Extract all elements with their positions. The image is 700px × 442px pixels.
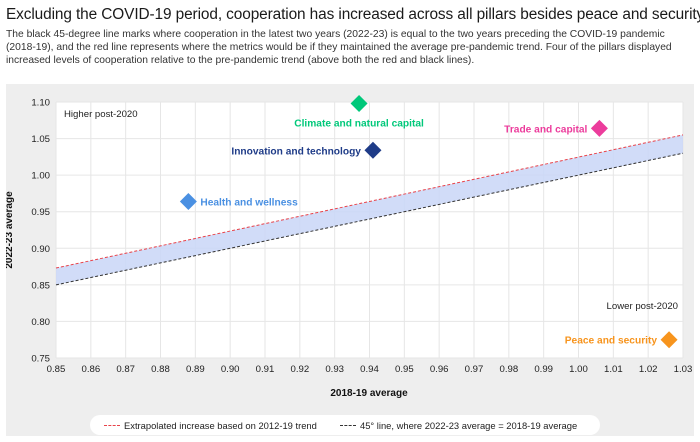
x-tick-label: 0.92	[290, 364, 309, 375]
point-label-innovation-and-technology: Innovation and technology	[231, 146, 361, 157]
legend-label-45-degree: 45° line, where 2022-23 average = 2018-1…	[360, 420, 578, 431]
forty-five-degree-line	[55, 152, 684, 286]
point-label-peace-and-security: Peace and security	[565, 336, 658, 347]
x-tick-label: 0.85	[47, 364, 66, 375]
x-tick-label: 0.95	[395, 364, 414, 375]
x-tick-label: 0.99	[534, 364, 553, 375]
legend: Extrapolated increase based on 2012-19 t…	[90, 415, 600, 435]
point-climate-and-natural-capital	[350, 94, 368, 112]
x-tick-label: 0.91	[256, 364, 275, 375]
y-tick-label: 0.80	[31, 317, 50, 328]
chart-title: Excluding the COVID-19 period, cooperati…	[6, 6, 700, 23]
point-health-and-wellness	[179, 192, 197, 210]
band-area	[56, 134, 683, 285]
legend-label-extrapolated: Extrapolated increase based on 2012-19 t…	[124, 420, 317, 431]
point-innovation-and-technology	[364, 141, 382, 159]
x-tick-label: 0.97	[465, 364, 484, 375]
y-tick-label: 0.75	[31, 354, 50, 365]
region-label-higher: Higher post-2020	[64, 109, 138, 120]
y-tick-label: 0.95	[31, 207, 50, 218]
x-tick-label: 1.01	[604, 364, 623, 375]
trend-lines	[55, 134, 684, 286]
data-points: Climate and natural capital Trade and cap…	[179, 94, 678, 349]
chart-panel: 0.85 0.86 0.87 0.88 0.89 0.90 0.91 0.92 0.93 0.94…	[4, 84, 694, 436]
region-label-lower: Lower post-2020	[607, 301, 678, 312]
point-label-climate-and-natural-capital: Climate and natural capital	[294, 118, 424, 129]
x-tick-label: 0.88	[151, 364, 170, 375]
x-tick-labels: 0.85 0.86 0.87 0.88 0.89 0.90 0.91 0.92 0.93 0.94…	[47, 364, 693, 375]
x-tick-label: 0.94	[360, 364, 379, 375]
trend-band	[56, 134, 683, 285]
x-axis-title: 2018-19 average	[330, 388, 408, 399]
x-tick-label: 0.98	[499, 364, 518, 375]
x-tick-label: 1.02	[639, 364, 658, 375]
point-trade-and-capital	[590, 119, 608, 137]
x-tick-label: 1.00	[569, 364, 588, 375]
x-tick-label: 0.96	[430, 364, 449, 375]
scatter-chart: 0.85 0.86 0.87 0.88 0.89 0.90 0.91 0.92 0.93 0.94…	[4, 94, 693, 399]
y-tick-label: 0.90	[31, 244, 50, 255]
y-tick-label: 1.05	[31, 134, 50, 145]
extrapolated-trend-line	[55, 134, 684, 269]
y-tick-label: 1.00	[31, 171, 50, 182]
x-tick-label: 0.89	[186, 364, 205, 375]
point-label-trade-and-capital: Trade and capital	[504, 124, 587, 135]
y-tick-labels: 0.75 0.80 0.85 0.90 0.95 1.00 1.05 1.10	[31, 98, 50, 365]
legend-swatch-extrapolated	[104, 425, 120, 426]
x-tick-label: 0.86	[81, 364, 100, 375]
x-tick-label: 0.93	[325, 364, 344, 375]
point-peace-and-security	[660, 331, 678, 349]
y-tick-label: 1.10	[31, 98, 50, 109]
x-tick-label: 0.87	[116, 364, 135, 375]
y-tick-label: 0.85	[31, 280, 50, 291]
chart-subtitle: The black 45-degree line marks where coo…	[6, 29, 672, 66]
x-tick-label: 0.90	[221, 364, 240, 375]
x-tick-label: 1.03	[674, 364, 693, 375]
legend-swatch-45-degree	[340, 425, 356, 426]
y-axis-title: 2022-23 average	[6, 191, 15, 269]
grid-lines	[55, 101, 684, 359]
point-label-health-and-wellness: Health and wellness	[200, 197, 298, 208]
